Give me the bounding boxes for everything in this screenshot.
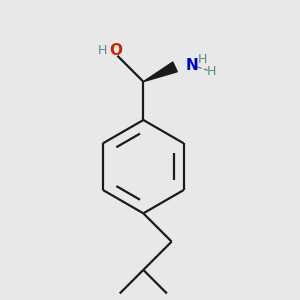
Text: H: H bbox=[198, 53, 207, 66]
Polygon shape bbox=[143, 62, 177, 82]
Text: H: H bbox=[206, 65, 216, 78]
Text: O: O bbox=[109, 43, 122, 58]
Text: N: N bbox=[185, 58, 198, 73]
Text: H: H bbox=[98, 44, 107, 57]
